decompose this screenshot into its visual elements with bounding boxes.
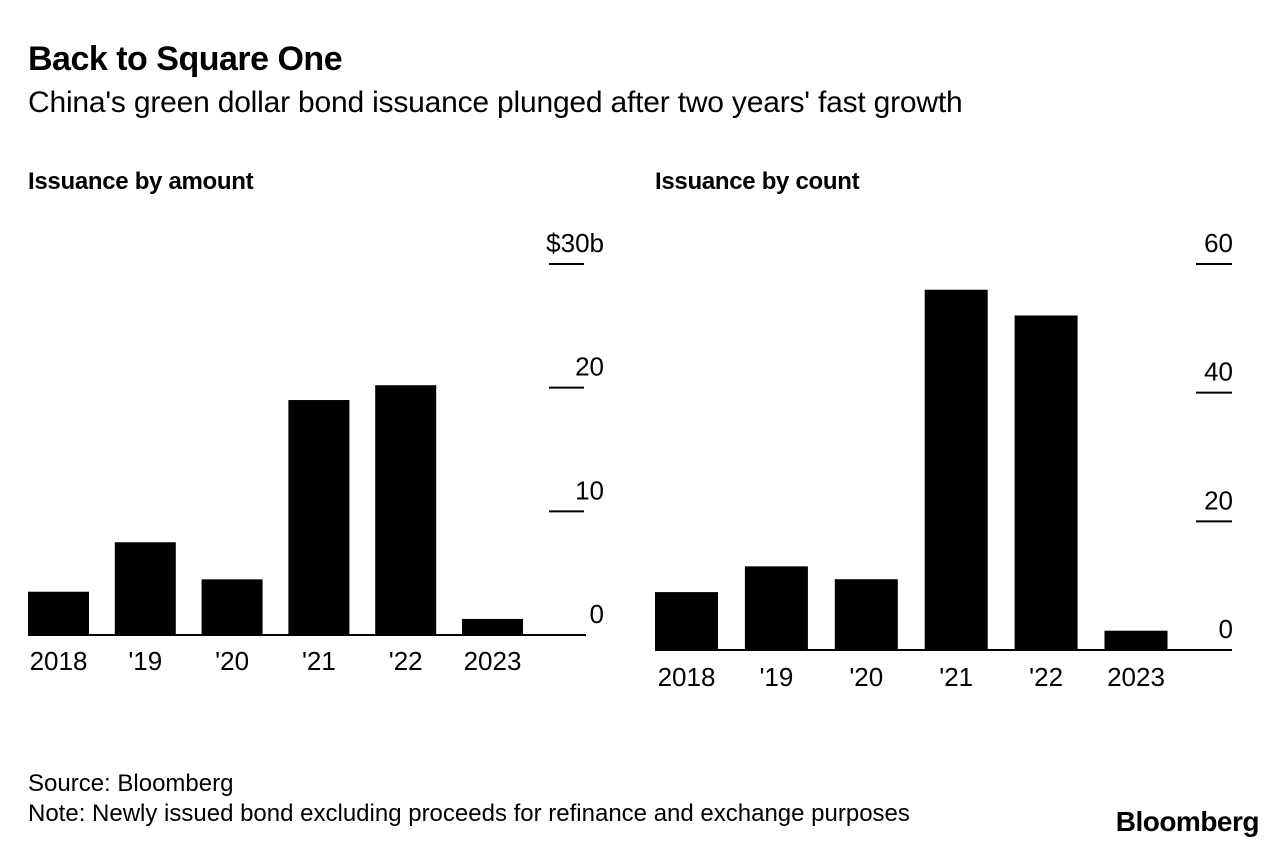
amount-x-tick-label-0: 2018 — [30, 646, 88, 676]
amount-bar-4 — [375, 385, 437, 635]
count-y-tick-label-1: 20 — [1204, 485, 1233, 515]
amount-y-tick-label-3: $30b — [546, 228, 604, 258]
count-y-tick-label-3: 60 — [1204, 228, 1233, 258]
count-bar-1 — [744, 566, 808, 650]
amount-bar-0 — [28, 591, 89, 635]
count-bar-2 — [834, 579, 898, 650]
amount-panel-title: Issuance by amount — [28, 168, 254, 195]
source-text: Source: Bloomberg — [28, 770, 234, 797]
amount-x-tick-label-5: 2023 — [464, 646, 522, 676]
amount-bar-2 — [201, 579, 263, 635]
amount-y-tick-label-1: 10 — [575, 475, 604, 505]
chart-title: Back to Square One — [28, 40, 343, 78]
count-x-tick-label-0: 2018 — [658, 662, 716, 692]
count-bar-5 — [1104, 630, 1168, 650]
count-y-tick-label-2: 40 — [1204, 357, 1233, 387]
count-x-tick-label-2: '20 — [849, 662, 883, 692]
count-x-tick-label-3: '21 — [939, 662, 973, 692]
amount-x-tick-label-2: '20 — [215, 646, 249, 676]
count-bar-3 — [924, 289, 988, 650]
chart-subtitle: China's green dollar bond issuance plung… — [28, 86, 963, 119]
count-bar-4 — [1014, 315, 1078, 650]
amount-x-tick-label-3: '21 — [302, 646, 336, 676]
count-x-tick-label-4: '22 — [1029, 662, 1063, 692]
count-y-tick-label-0: 0 — [1219, 614, 1233, 644]
count-panel-title: Issuance by count — [655, 168, 860, 195]
count-bar-0 — [655, 592, 718, 650]
bloomberg-logo: Bloomberg — [1115, 806, 1260, 837]
note-text: Note: Newly issued bond excluding procee… — [28, 800, 910, 827]
count-x-tick-label-5: 2023 — [1107, 662, 1165, 692]
amount-x-tick-label-1: '19 — [128, 646, 162, 676]
amount-bar-5 — [462, 618, 523, 635]
amount-y-tick-label-0: 0 — [590, 599, 604, 629]
amount-x-tick-label-4: '22 — [389, 646, 423, 676]
amount-bar-1 — [114, 542, 176, 635]
amount-bar-3 — [288, 400, 350, 635]
amount-y-tick-label-2: 20 — [575, 352, 604, 382]
count-x-tick-label-1: '19 — [759, 662, 793, 692]
